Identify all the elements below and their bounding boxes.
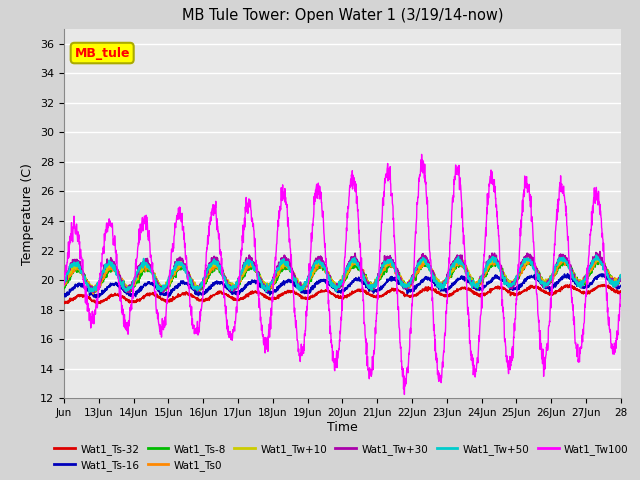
Wat1_Ts-32: [93, 301, 101, 307]
Wat1_Ts0: [559, 256, 566, 262]
Legend: Wat1_Ts-32, Wat1_Ts-16, Wat1_Ts-8, Wat1_Ts0, Wat1_Tw+10, Wat1_Tw+30, Wat1_Tw+50,: Wat1_Ts-32, Wat1_Ts-16, Wat1_Ts-8, Wat1_…: [50, 439, 632, 475]
Wat1_Tw+50: [499, 272, 506, 278]
Wat1_Ts-8: [60, 283, 68, 289]
Wat1_Ts0: [331, 282, 339, 288]
Wat1_Ts-8: [601, 263, 609, 268]
Y-axis label: Temperature (C): Temperature (C): [22, 163, 35, 264]
Wat1_Ts-8: [331, 282, 339, 288]
Wat1_Tw+10: [316, 256, 324, 262]
Wat1_Tw+10: [331, 284, 339, 290]
Wat1_Tw100: [331, 368, 339, 373]
Wat1_Tw+50: [89, 287, 97, 293]
Wat1_Ts-32: [316, 289, 324, 295]
Wat1_Tw+30: [126, 290, 134, 296]
Line: Wat1_Tw+50: Wat1_Tw+50: [64, 255, 621, 292]
Wat1_Ts-16: [617, 283, 625, 288]
Wat1_Ts-32: [601, 282, 609, 288]
Wat1_Ts-8: [316, 264, 324, 270]
Line: Wat1_Tw100: Wat1_Tw100: [64, 155, 621, 395]
Wat1_Ts-32: [566, 282, 573, 288]
Wat1_Ts-16: [92, 295, 100, 300]
Line: Wat1_Tw+10: Wat1_Tw+10: [64, 255, 621, 292]
Line: Wat1_Ts-8: Wat1_Ts-8: [64, 260, 621, 292]
Wat1_Tw100: [401, 392, 408, 397]
Wat1_Ts0: [316, 260, 324, 265]
Wat1_Tw+50: [86, 289, 93, 295]
Wat1_Ts0: [88, 287, 96, 292]
Wat1_Ts-32: [617, 288, 625, 294]
Title: MB Tule Tower: Open Water 1 (3/19/14-now): MB Tule Tower: Open Water 1 (3/19/14-now…: [182, 9, 503, 24]
Wat1_Ts-32: [331, 292, 339, 298]
Wat1_Tw+50: [602, 267, 609, 273]
Wat1_Ts-8: [88, 289, 96, 295]
Wat1_Tw+30: [316, 255, 324, 261]
Wat1_Tw+50: [316, 262, 324, 267]
Wat1_Ts-32: [60, 300, 68, 306]
Wat1_Tw+30: [596, 249, 604, 254]
Wat1_Ts-32: [88, 298, 96, 303]
Wat1_Tw+10: [595, 252, 603, 258]
Wat1_Ts-32: [602, 283, 609, 288]
Wat1_Tw+50: [60, 277, 68, 283]
Wat1_Tw+50: [601, 267, 609, 273]
Wat1_Ts-8: [617, 276, 625, 282]
Wat1_Tw100: [601, 264, 609, 270]
Line: Wat1_Ts-16: Wat1_Ts-16: [64, 274, 621, 298]
Wat1_Ts0: [499, 270, 506, 276]
Wat1_Tw+10: [88, 284, 96, 290]
Wat1_Tw+30: [602, 263, 609, 269]
Wat1_Tw100: [316, 190, 324, 195]
Wat1_Tw100: [499, 306, 507, 312]
Wat1_Ts-8: [499, 270, 506, 276]
Wat1_Tw+30: [60, 276, 68, 282]
Wat1_Tw100: [60, 283, 68, 288]
Wat1_Ts0: [60, 281, 68, 287]
Wat1_Tw+10: [601, 260, 609, 266]
Wat1_Ts0: [602, 264, 609, 270]
Wat1_Tw+10: [499, 270, 506, 276]
Wat1_Ts-16: [602, 273, 609, 278]
Wat1_Ts-8: [90, 289, 98, 295]
Wat1_Tw100: [617, 295, 625, 301]
Line: Wat1_Tw+30: Wat1_Tw+30: [64, 252, 621, 293]
Wat1_Ts-16: [564, 271, 572, 276]
Wat1_Tw+10: [617, 273, 625, 279]
Wat1_Tw+30: [601, 266, 609, 272]
Wat1_Ts-16: [60, 294, 68, 300]
Wat1_Tw+10: [90, 289, 97, 295]
Wat1_Tw+30: [617, 277, 625, 283]
Wat1_Tw100: [602, 272, 609, 277]
Wat1_Tw100: [88, 308, 96, 314]
Wat1_Tw+30: [88, 287, 96, 293]
Line: Wat1_Ts-32: Wat1_Ts-32: [64, 285, 621, 304]
Wat1_Ts-16: [499, 276, 506, 282]
Wat1_Tw+30: [499, 269, 506, 275]
Wat1_Ts0: [601, 264, 609, 269]
Line: Wat1_Ts0: Wat1_Ts0: [64, 259, 621, 294]
Wat1_Ts-8: [602, 264, 609, 270]
Wat1_Ts-16: [601, 273, 609, 279]
Wat1_Tw+10: [60, 283, 68, 288]
Wat1_Ts-8: [559, 257, 567, 263]
Wat1_Tw100: [418, 152, 426, 157]
Wat1_Ts0: [617, 275, 625, 281]
Wat1_Tw+50: [617, 272, 625, 278]
Wat1_Tw+10: [602, 267, 609, 273]
X-axis label: Time: Time: [327, 421, 358, 434]
Wat1_Ts0: [90, 291, 97, 297]
Wat1_Ts-16: [88, 291, 96, 297]
Wat1_Tw+30: [331, 286, 339, 292]
Wat1_Tw+50: [593, 252, 600, 258]
Wat1_Tw+50: [331, 286, 339, 292]
Wat1_Ts-32: [499, 284, 506, 290]
Text: MB_tule: MB_tule: [74, 47, 130, 60]
Wat1_Ts-16: [316, 279, 324, 285]
Wat1_Ts-16: [331, 286, 339, 291]
